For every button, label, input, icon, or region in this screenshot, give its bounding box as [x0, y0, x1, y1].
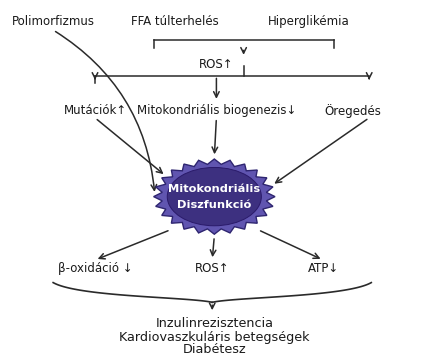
Text: Mitokondriális: Mitokondriális	[168, 184, 261, 195]
Text: Diabétesz: Diabétesz	[182, 343, 246, 356]
Text: β-oxidáció ↓: β-oxidáció ↓	[58, 262, 132, 275]
Text: FFA túlterhelés: FFA túlterhelés	[130, 14, 218, 27]
Text: Öregedés: Öregedés	[324, 104, 381, 118]
Text: ROS↑: ROS↑	[195, 262, 230, 275]
Text: Hiperglikémia: Hiperglikémia	[268, 14, 349, 27]
Text: Kardiovaszkuláris betegségek: Kardiovaszkuláris betegségek	[119, 331, 309, 344]
Text: Inzulinrezisztencia: Inzulinrezisztencia	[155, 317, 273, 330]
Text: ROS↑: ROS↑	[199, 57, 234, 71]
Text: Mitokondriális biogenezis↓: Mitokondriális biogenezis↓	[137, 104, 296, 117]
Polygon shape	[153, 159, 275, 234]
Text: Diszfunkció: Diszfunkció	[177, 200, 252, 209]
Text: Mutációk↑: Mutációk↑	[63, 104, 127, 117]
Text: ATP↓: ATP↓	[308, 262, 339, 275]
Ellipse shape	[167, 168, 261, 226]
Text: Polimorfizmus: Polimorfizmus	[11, 14, 95, 27]
